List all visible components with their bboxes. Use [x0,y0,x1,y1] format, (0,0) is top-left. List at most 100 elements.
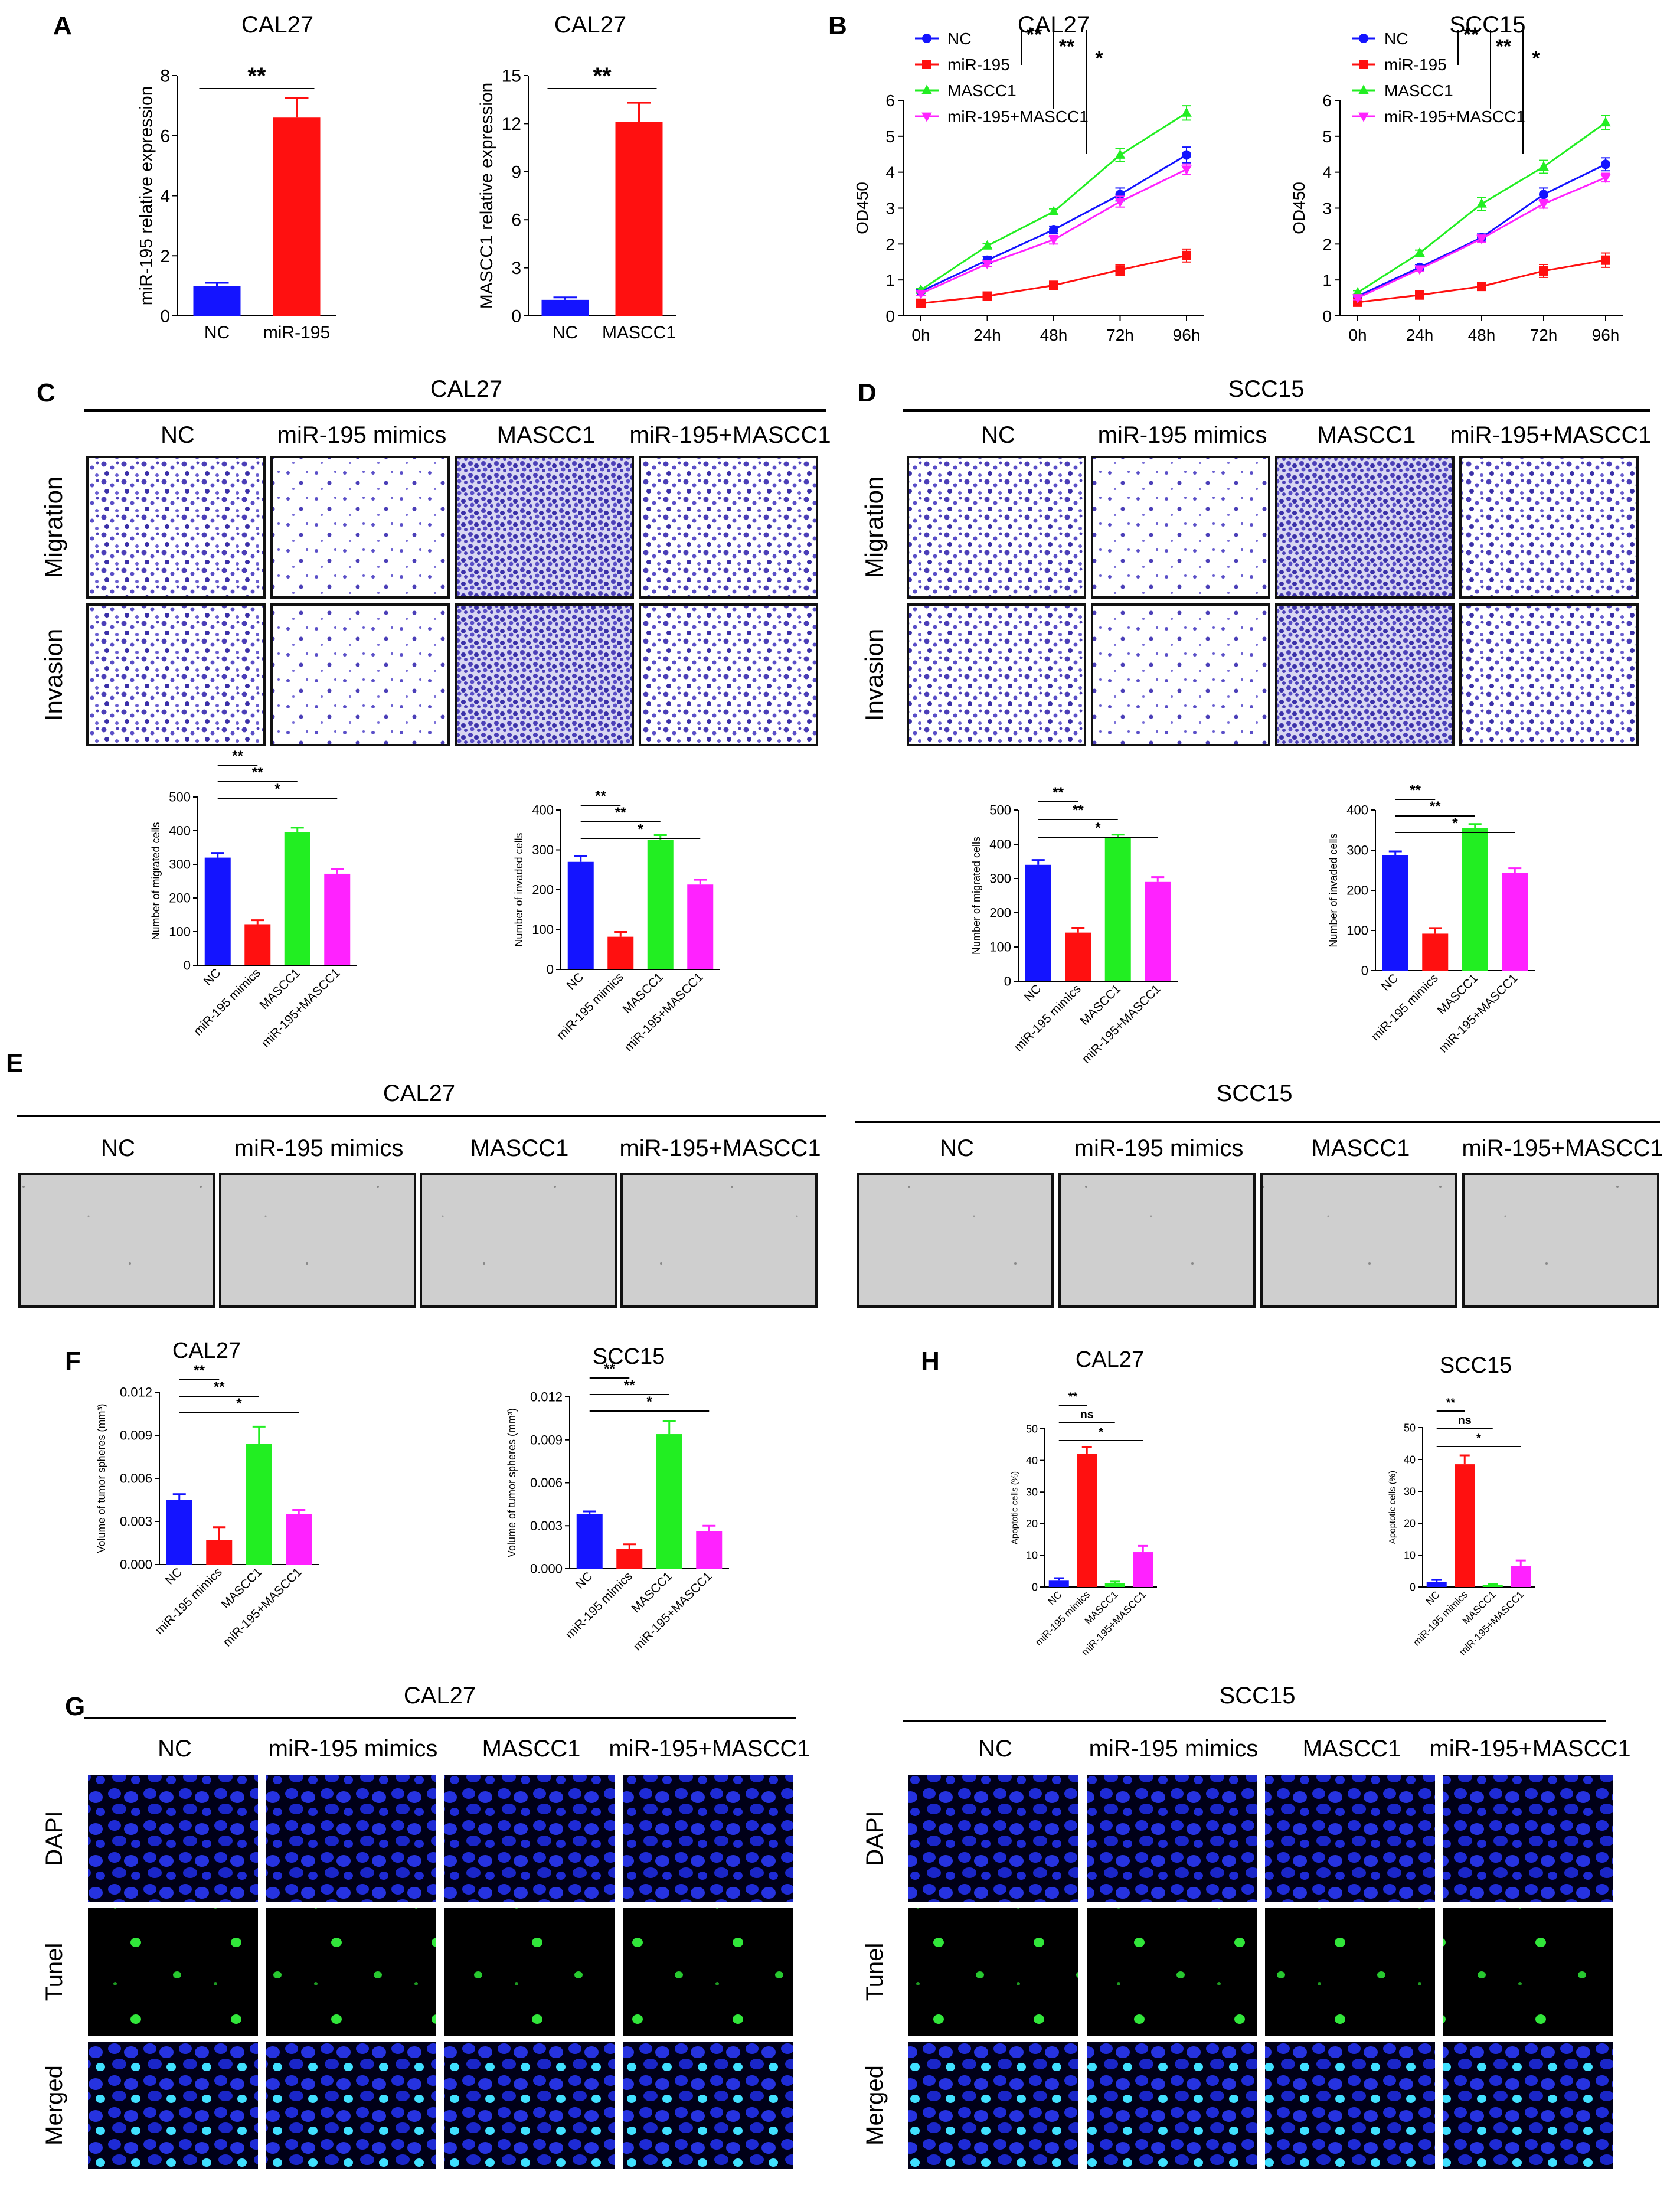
micrograph-image [18,1173,215,1308]
significance-label: * [638,821,643,837]
bar-mascc1 [246,1444,272,1565]
legend-label: MASCC1 [1384,81,1453,100]
chart-title: CAL27 [554,12,626,38]
column-header: miR-195+MASCC1 [1429,1736,1630,1762]
micrograph-image [1442,1774,1614,1903]
bar-mascc1 [1482,1585,1503,1587]
bar-mir-195 [273,117,321,316]
significance-label: ** [1073,802,1084,818]
significance-label: ** [624,1377,635,1393]
significance-label: ** [232,748,243,764]
column-header: MASCC1 [1303,1736,1401,1762]
bar-mascc1 [656,1434,682,1569]
significance-label: ** [595,788,606,804]
y-tick-label: 0.006 [120,1471,152,1486]
significance-label: ns [1080,1408,1094,1421]
marker-circle [1049,225,1058,234]
marker-square [1359,60,1368,69]
marker-square [1539,266,1548,276]
chart-title: CAL27 [172,1338,241,1363]
chart-a2-mascc1-expression: CAL27 0 3 6 9 12 15 MASCC1 relative expression N… [477,12,676,342]
column-header: miR-195 mimics [1089,1736,1259,1762]
legend-label: miR-195+MASCC1 [1384,107,1525,126]
significance-label: ** [604,1361,615,1377]
micrograph-image [622,1907,794,2037]
block-cell-line-title: CAL27 [430,376,502,402]
row-label: Invasion [40,629,67,721]
marker-square [1477,282,1486,292]
significance-label: * [1452,815,1458,831]
y-tick-label: 1 [1322,271,1332,289]
panel-letter-h: H [921,1347,940,1376]
y-tick-label: 300 [532,842,554,857]
significance-label: ns [1458,1414,1472,1427]
y-axis-label: Apoptotic cells (%) [1010,1471,1020,1544]
micrograph-image [907,456,1086,599]
x-tick-label: NC [573,1569,596,1592]
x-tick-label: miR-195 mimics [554,970,626,1042]
column-header: miR-195 mimics [1074,1135,1244,1161]
marker-square [922,60,931,69]
x-tick-label: NC [1424,1589,1442,1607]
marker-circle [922,34,931,43]
chart-f2-scc15-sphere-volume: SCC15 0.000 0.003 0.006 0.009 0.012 Volume of … [506,1344,729,1654]
bar-mir-195-mascc1 [696,1531,723,1569]
y-tick-label: 30 [1026,1487,1038,1498]
marker-triangle-down [921,112,932,122]
x-tick-label: miR-195+MASCC1 [221,1565,305,1649]
bar-nc [1426,1582,1447,1587]
y-tick-label: 6 [885,92,895,110]
y-tick-label: 0 [1322,307,1332,325]
panel-letter-g: G [65,1692,85,1721]
bar-mir-195-mascc1 [1502,873,1528,971]
x-tick-label: miR-195+MASCC1 [1080,982,1163,1066]
micrograph-image [86,603,266,746]
bar-mir-195-mascc1 [1145,881,1171,981]
micrograph-image [270,603,450,746]
x-tick-label: miR-195+MASCC1 [1437,971,1521,1055]
micrograph-image [1442,1907,1614,2037]
micrograph-image [907,1774,1080,1903]
x-tick-label: NC [564,970,587,992]
legend-label: NC [947,30,971,48]
x-tick-label: miR-195 [263,323,330,342]
y-tick-label: 0.000 [120,1557,152,1572]
y-tick-label: 6 [511,211,521,230]
series-line-nc [920,154,1187,292]
x-tick-label: NC [1379,971,1401,994]
y-tick-label: 200 [532,883,554,897]
significance-label: ** [1496,35,1512,58]
chart-title: SCC15 [1440,1353,1512,1378]
x-tick-label: 96h [1592,326,1620,344]
significance-label: ** [1059,35,1075,58]
micrograph-image [87,1774,259,1903]
significance-label: * [274,781,280,797]
y-tick-label: 300 [989,871,1011,886]
column-header: MASCC1 [497,422,596,448]
marker-triangle [1600,117,1611,127]
marker-triangle-down [1181,165,1192,175]
bar-mascc1 [284,832,310,965]
micrograph-image [1058,1173,1256,1308]
legend-label: miR-195 [1384,55,1447,74]
micrograph-image [1091,456,1270,599]
y-tick-label: 8 [160,67,170,86]
y-axis-label: miR-195 relative expression [136,86,156,306]
column-header: miR-195+MASCC1 [619,1135,821,1161]
bar-mir-195-mascc1 [1133,1552,1153,1587]
y-tick-label: 300 [1346,843,1368,858]
column-header: NC [161,422,195,448]
legend-label: miR-195+MASCC1 [947,107,1089,126]
y-tick-label: 100 [1346,923,1368,938]
panel-c-transwell-images: CAL27 NC miR-195 mimics MASCC1 miR-195+MASCC… [40,376,831,746]
y-tick-label: 15 [502,67,521,86]
bar-mascc1 [1104,1583,1125,1587]
panel-letter-b: B [828,11,847,40]
y-tick-label: 4 [1322,164,1332,182]
y-tick-label: 0.006 [530,1475,563,1490]
bar-nc [576,1514,603,1569]
y-tick-label: 20 [1026,1518,1038,1530]
